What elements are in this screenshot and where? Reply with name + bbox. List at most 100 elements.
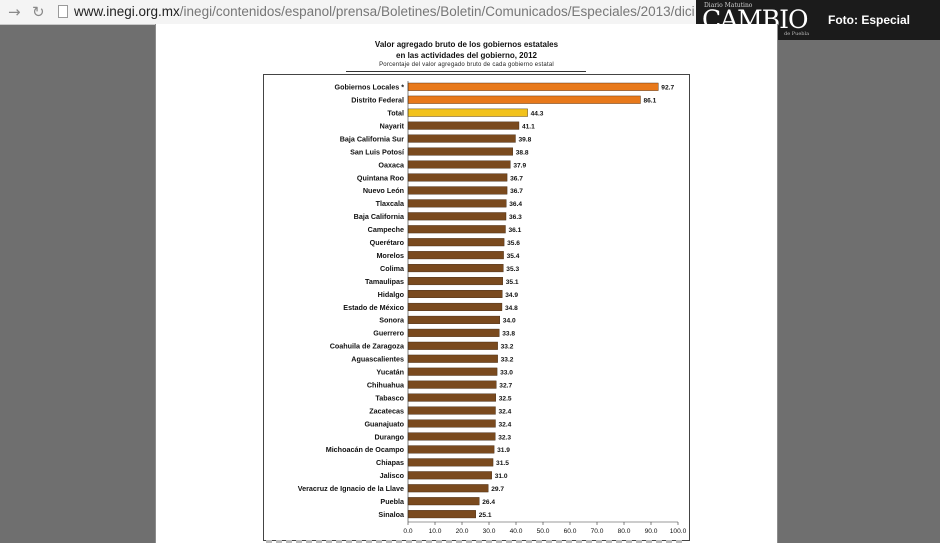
category-label: Total [387,109,404,118]
chart-frame: Gobiernos Locales * 92.7 Distrito Federal 8… [263,74,690,541]
bar-chart: Gobiernos Locales * 92.7 Distrito Federal 8… [298,81,687,535]
data-label: 34.0 [503,318,516,325]
category-label: Sonora [379,316,405,325]
data-label: 31.9 [497,447,510,454]
bar [407,212,507,221]
data-label: 86.1 [643,98,656,105]
data-label: 29.7 [491,486,504,493]
bar [407,432,496,441]
bar [407,108,528,117]
bar [407,406,496,415]
category-label: Yucatán [376,368,404,377]
category-label: Gobiernos Locales * [335,83,405,92]
data-label: 31.5 [496,460,509,467]
forward-arrow-icon[interactable]: → [8,3,21,21]
x-tick-label: 40.0 [510,528,523,535]
x-tick-label: 20.0 [456,528,469,535]
data-label: 36.7 [510,175,523,182]
category-label: Tlaxcala [376,199,405,208]
bar [407,121,520,130]
category-label: Veracruz de Ignacio de la Llave [298,484,404,493]
category-label: Sinaloa [378,510,405,519]
data-label: 32.3 [498,434,511,441]
data-label: 32.7 [499,382,512,389]
bar [407,225,506,234]
bar [407,380,497,389]
bar [407,393,496,402]
page-icon [58,5,68,18]
bar [407,367,498,376]
bar [407,277,503,286]
data-label: 34.8 [505,305,518,312]
subtitle-rule [346,71,586,72]
bar [407,484,489,493]
data-label: 92.7 [661,85,674,92]
category-label: Oaxaca [378,160,405,169]
brand-tagline: Diario Matutino [704,2,753,9]
bar [407,497,480,506]
bar [407,186,508,195]
data-label: 33.2 [501,357,514,364]
category-label: Baja California [354,212,405,221]
x-tick-label: 70.0 [591,528,604,535]
bar [407,199,507,208]
category-label: Chiapas [376,458,404,467]
category-label: Aguascalientes [351,355,404,364]
category-label: Chihuahua [367,380,405,389]
data-label: 33.8 [502,331,515,338]
category-label: Jalisco [380,471,405,480]
chart-title-line1: Valor agregado bruto de los gobiernos es… [374,40,559,49]
chart-subtitle: Porcentaje del valor agregado bruto de c… [379,62,554,68]
data-label: 34.9 [505,292,518,299]
bar [407,160,511,169]
bar [407,510,476,519]
category-label: Durango [374,432,404,441]
category-label: Nayarit [380,121,405,130]
data-label: 39.8 [518,136,531,143]
category-label: Guanajuato [364,419,404,428]
bar [407,264,504,273]
x-tick-label: 50.0 [537,528,550,535]
bar [407,354,498,363]
bar [407,82,659,91]
category-label: Distrito Federal [351,96,404,105]
data-label: 37.9 [513,162,526,169]
category-label: Coahuila de Zaragoza [330,342,405,351]
bar [407,315,501,324]
category-label: Baja California Sur [340,134,405,143]
data-label: 38.8 [516,149,529,156]
reload-icon[interactable]: ↻ [32,3,45,21]
data-label: 33.2 [501,344,514,351]
bar [407,147,513,156]
category-label: Michoacán de Ocampo [326,445,405,454]
category-label: Zacatecas [369,406,404,415]
data-label: 32.4 [498,421,511,428]
data-label: 35.3 [506,266,519,273]
category-label: Nuevo León [363,186,404,195]
bar [407,302,503,311]
bar [407,238,505,247]
x-tick-label: 30.0 [483,528,496,535]
document-page: Valor agregado bruto de los gobiernos es… [155,24,778,543]
x-tick-label: 0.0 [403,528,412,535]
bar [407,289,503,298]
category-label: Morelos [376,251,404,260]
bar [407,328,500,337]
category-label: Campeche [368,225,404,234]
bar [407,445,495,454]
x-tick-label: 90.0 [645,528,658,535]
address-bar[interactable]: www.inegi.org.mx/inegi/contenidos/espano… [74,4,694,19]
bar [407,173,508,182]
bar [407,341,498,350]
bar [407,458,494,467]
data-label: 25.1 [479,512,492,519]
data-label: 44.3 [531,111,544,118]
category-label: Quintana Roo [357,173,405,182]
data-label: 26.4 [482,499,495,506]
category-label: Tamaulipas [365,277,404,286]
brand-subtext: de Puebla [784,31,810,37]
bar [407,251,504,260]
data-label: 32.4 [498,408,511,415]
category-label: Guerrero [373,329,404,338]
data-label: 36.1 [508,227,521,234]
